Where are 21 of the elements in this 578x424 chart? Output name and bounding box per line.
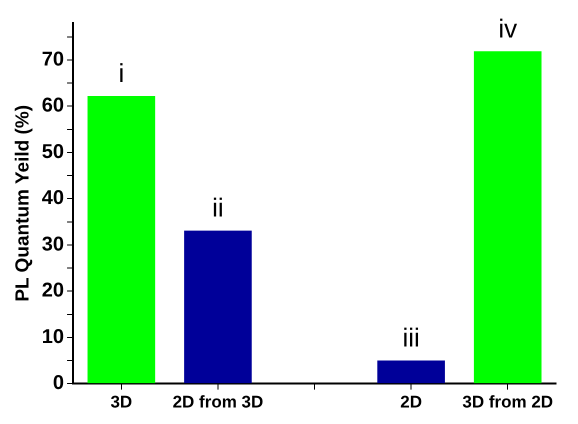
y-tick-label: 40 — [42, 187, 64, 210]
annotation: iv — [498, 13, 518, 44]
y-tick-label: 30 — [42, 233, 64, 256]
y-tick-label: 60 — [42, 94, 64, 117]
x-tick-label: 3D — [110, 392, 132, 412]
annotation: iii — [402, 322, 420, 353]
bar — [88, 96, 156, 384]
x-tick-label: 2D from 3D — [172, 392, 264, 412]
bar — [184, 230, 252, 384]
y-tick-label: 10 — [42, 326, 64, 348]
x-tick-label: 2D — [400, 392, 422, 412]
x-tick-label: 3D from 2D — [462, 392, 554, 412]
bar — [474, 51, 542, 384]
y-tick-label: 20 — [42, 280, 64, 302]
y-tick-label: 70 — [42, 48, 64, 70]
y-tick-label: 0 — [52, 372, 64, 394]
bar — [377, 360, 445, 384]
annotation: i — [118, 58, 124, 88]
y-tick-label: 50 — [42, 140, 64, 163]
y-axis-title: PL Quantum Yeild (%) — [12, 104, 34, 302]
annotation: ii — [212, 192, 224, 223]
